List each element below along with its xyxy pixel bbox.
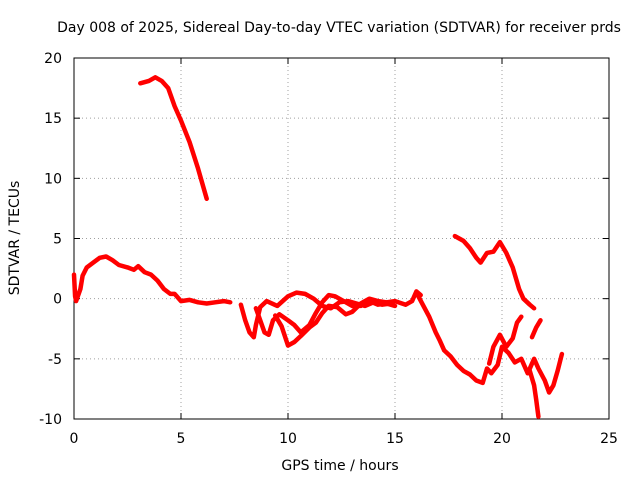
chart-title: Day 008 of 2025, Sidereal Day-to-day VTE… (57, 20, 621, 36)
series-arc-late (414, 290, 565, 395)
series-arc-main (71, 254, 233, 306)
series-arc-late-c (527, 368, 541, 419)
x-tick-label: 20 (493, 431, 511, 447)
series-arc-high (138, 75, 209, 202)
x-axis-label: GPS time / hours (281, 458, 398, 474)
y-tick-label: -5 (48, 352, 62, 368)
x-tick-label: 5 (177, 431, 186, 447)
y-axis-label: SDTVAR / TECUs (7, 181, 23, 296)
x-tick-label: 25 (600, 431, 618, 447)
y-tick-label: 5 (53, 232, 62, 248)
x-tick-label: 0 (70, 431, 79, 447)
y-tick-label: 10 (44, 171, 62, 187)
y-tick-label: 15 (44, 111, 62, 127)
series-arc-mid-c (272, 289, 423, 348)
grid-lines (74, 58, 609, 419)
series-arc-late-b (486, 314, 524, 366)
y-tick-label: 20 (44, 51, 62, 67)
series-arc-right (452, 233, 537, 311)
y-tick-label: -10 (39, 412, 62, 428)
series-arc-late-d (529, 318, 543, 340)
x-tick-label: 15 (386, 431, 404, 447)
y-tick-label: 0 (53, 292, 62, 308)
x-tick-label: 10 (279, 431, 297, 447)
data-series (71, 75, 565, 419)
axis-ticks: 0 5 10 15 20 25 -10 -5 0 5 10 15 20 (39, 51, 618, 447)
